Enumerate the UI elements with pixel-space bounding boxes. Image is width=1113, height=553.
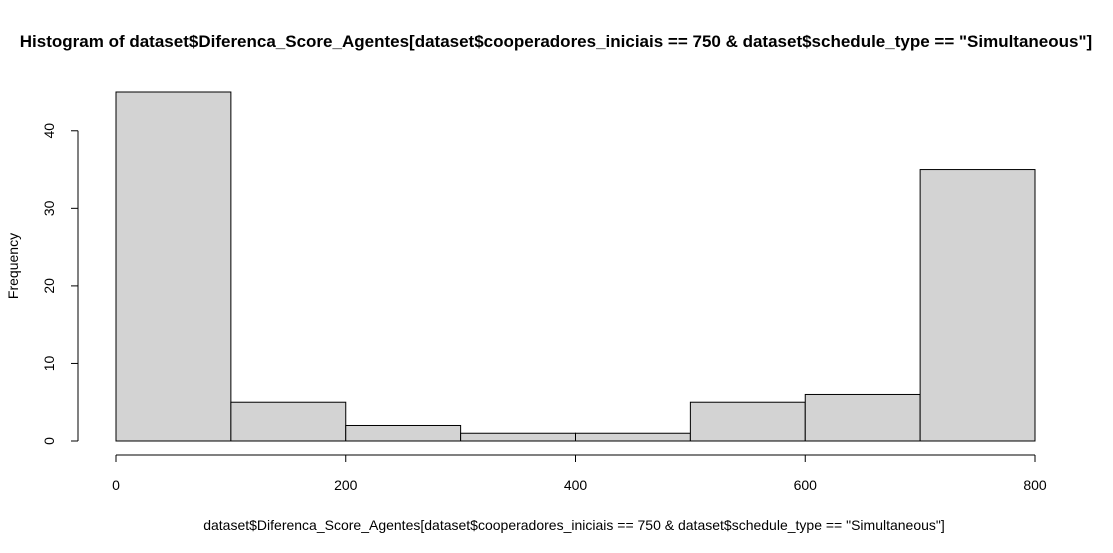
x-axis: 0 200 400 600 800 [112,454,1047,493]
x-tick-label-2: 400 [564,477,588,493]
histogram-bar-1 [230,401,347,442]
x-axis-label: dataset$Diferenca_Score_Agentes[dataset$… [203,517,945,533]
x-tick-label-3: 600 [794,477,818,493]
x-tick-label-0: 0 [112,477,120,493]
x-tick-label-4: 800 [1023,477,1047,493]
histogram-bar-0 [115,91,232,442]
y-tick-label-2: 20 [41,278,57,294]
y-tick-label-4: 40 [41,123,57,139]
x-tick-label-1: 200 [334,477,358,493]
histogram-bar-7 [919,169,1036,442]
histogram-bars [115,91,1036,442]
chart-title: Histogram of dataset$Diferenca_Score_Age… [20,32,1092,51]
y-tick-label-3: 30 [41,200,57,216]
y-tick-label-0: 0 [41,437,57,445]
histogram-bar-2 [345,424,462,442]
y-tick-label-1: 10 [41,355,57,371]
histogram-bar-5 [689,401,806,442]
histogram-bar-3 [460,432,576,442]
y-axis: 0 10 20 30 40 [41,123,79,445]
histogram-bar-4 [575,432,691,442]
histogram-bar-6 [804,393,921,442]
y-axis-label: Frequency [5,233,21,299]
